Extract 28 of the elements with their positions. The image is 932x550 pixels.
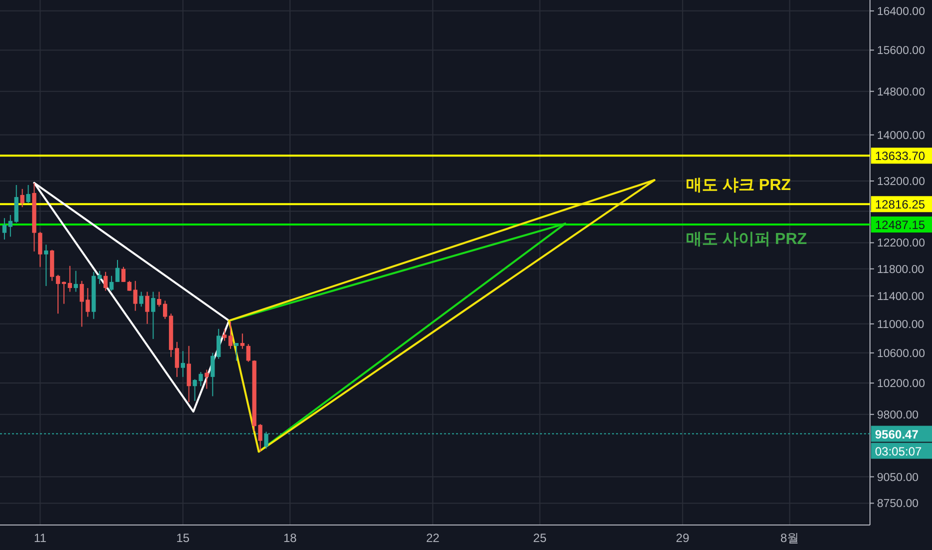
y-tick-label: 12200.00 bbox=[877, 238, 925, 250]
text: 03:05:07 bbox=[875, 444, 922, 458]
x-tick-label: 29 bbox=[676, 531, 690, 545]
y-tick-label: 8750.00 bbox=[877, 498, 919, 510]
x-tick-label: 11 bbox=[34, 531, 47, 545]
y-tick-label: 13200.00 bbox=[877, 176, 925, 188]
x-tick-label: 25 bbox=[533, 531, 547, 545]
y-tick-label: 11000.00 bbox=[877, 318, 924, 331]
ref-line-label: 12816.25 bbox=[875, 198, 926, 212]
y-tick-label: 9050.00 bbox=[877, 472, 919, 484]
y-tick-label: 15600.00 bbox=[877, 45, 925, 58]
y-tick-label: 14800.00 bbox=[877, 86, 925, 98]
x-tick-label: 18 bbox=[283, 531, 297, 545]
x-tick-label: 8월 bbox=[780, 531, 800, 545]
annotation: 매도 샤크 PRZ bbox=[686, 177, 792, 194]
y-tick-label: 10600.00 bbox=[877, 348, 925, 360]
y-tick-label: 11800.00 bbox=[877, 264, 924, 276]
ref-line-label: 9560.47 bbox=[875, 427, 919, 442]
y-tick-label: 10200.00 bbox=[877, 378, 925, 390]
y-tick-label: 9800.00 bbox=[877, 409, 919, 422]
ref-line-label: 13633.70 bbox=[875, 149, 926, 164]
y-tick-label: 11400.00 bbox=[877, 290, 924, 303]
x-tick-label: 15 bbox=[176, 531, 190, 545]
x-tick-label: 22 bbox=[426, 531, 440, 545]
ref-line-label: 12487.15 bbox=[875, 218, 926, 232]
y-tick-label: 16400.00 bbox=[877, 6, 925, 18]
y-tick-label: 14000.00 bbox=[877, 130, 925, 142]
annotation: 매도 사이퍼 PRZ bbox=[686, 231, 808, 248]
